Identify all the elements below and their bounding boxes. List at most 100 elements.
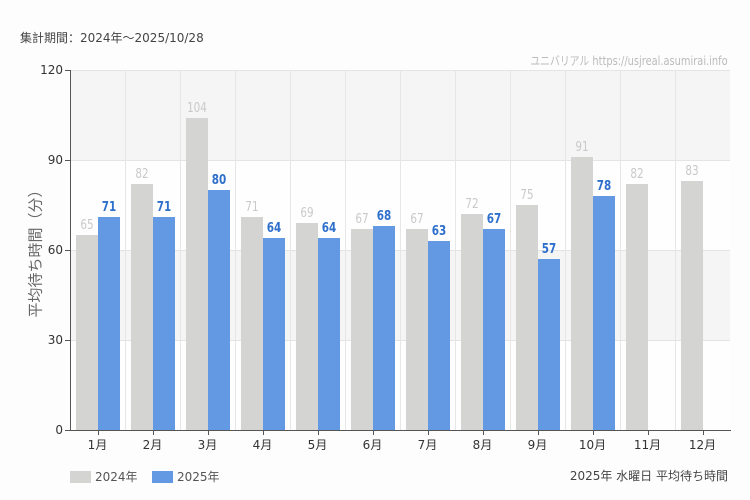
bar-2024-9[interactable] [515,205,538,430]
value-label-2025-4: 64 [266,221,281,236]
period-label: 集計期間：2024年～2025/10/28 [20,31,204,45]
bar-2025-9[interactable] [537,259,560,430]
x-tick-mark [427,430,429,435]
x-tick-label: 10月 [578,438,607,452]
y-tick-label: 60 [47,243,63,257]
value-label-2024-7: 67 [409,212,424,227]
v-gridline [180,70,181,430]
bar-2025-10[interactable] [592,196,615,430]
v-gridline [345,70,346,430]
v-gridline [235,70,236,430]
v-gridline [125,70,126,430]
value-label-2024-4: 71 [244,200,259,215]
bar-2025-3[interactable] [207,190,230,430]
v-gridline [620,70,621,430]
value-label-2024-12: 83 [684,164,699,179]
value-label-2025-7: 63 [431,224,446,239]
bar-2025-2[interactable] [152,217,175,430]
x-tick-mark [152,430,154,435]
bar-2024-4[interactable] [240,217,263,430]
legend-label-2024: 2024年 [95,470,138,484]
bar-2024-5[interactable] [295,223,318,430]
legend-2025[interactable]: 2025年 [152,468,220,485]
x-axis-line [70,430,731,431]
y-tick-label: 0 [55,423,63,437]
y-axis-line [70,70,71,431]
v-gridline [675,70,676,430]
y-tick-label: 120 [40,63,63,77]
bar-2024-12[interactable] [680,181,703,430]
x-tick-mark [537,430,539,435]
value-label-2025-9: 57 [541,242,556,257]
y-tick-mark [65,250,70,251]
x-tick-mark [482,430,484,435]
v-gridline [510,70,511,430]
value-label-2025-6: 68 [376,209,391,224]
chart-caption: 2025年 水曜日 平均待ち時間 [569,469,728,483]
bar-2025-7[interactable] [427,241,450,430]
value-label-2025-3: 80 [211,173,226,188]
value-label-2024-9: 75 [519,188,534,203]
x-tick-label: 11月 [633,438,662,452]
plot-area [70,70,730,430]
bar-2024-8[interactable] [460,214,483,430]
value-label-2025-8: 67 [486,212,501,227]
bar-2024-3[interactable] [185,118,208,430]
y-tick-label: 30 [47,333,63,347]
value-label-2025-5: 64 [321,221,336,236]
value-label-2024-5: 69 [299,206,314,221]
legend-swatch-2025 [152,470,173,483]
legend-swatch-2024 [70,470,91,483]
legend-2024[interactable]: 2024年 [70,468,138,485]
x-tick-label: 1月 [87,438,108,452]
x-tick-label: 3月 [197,438,218,452]
value-label-2024-11: 82 [629,167,644,182]
value-label-2024-1: 65 [79,218,94,233]
bar-2025-4[interactable] [262,238,285,430]
value-label-2024-6: 67 [354,212,369,227]
x-tick-label: 2月 [142,438,163,452]
x-tick-mark [97,430,99,435]
bar-2025-5[interactable] [317,238,340,430]
x-tick-mark [372,430,374,435]
credit-watermark: ユニバリアル https://usjreal.asumirai.info [530,54,728,68]
bar-2024-1[interactable] [75,235,98,430]
y-axis-title: 平均待ち時間（分） [26,182,45,318]
x-tick-mark [207,430,209,435]
x-tick-mark [262,430,264,435]
bar-2025-1[interactable] [97,217,120,430]
value-label-2025-2: 71 [156,200,171,215]
x-tick-mark [592,430,594,435]
v-gridline [290,70,291,430]
x-tick-label: 8月 [472,438,493,452]
value-label-2025-10: 78 [596,179,611,194]
bar-2025-6[interactable] [372,226,395,430]
v-gridline [565,70,566,430]
x-tick-label: 6月 [362,438,383,452]
bar-2024-10[interactable] [570,157,593,430]
y-tick-mark [65,70,70,71]
v-gridline [455,70,456,430]
value-label-2024-3: 104 [186,101,207,116]
x-tick-mark [647,430,649,435]
value-label-2024-2: 82 [134,167,149,182]
x-tick-label: 5月 [307,438,328,452]
bar-2024-7[interactable] [405,229,428,430]
x-tick-label: 7月 [417,438,438,452]
bar-2025-8[interactable] [482,229,505,430]
bar-2024-2[interactable] [130,184,153,430]
y-tick-mark [65,340,70,341]
value-label-2024-10: 91 [574,140,589,155]
bar-2024-6[interactable] [350,229,373,430]
legend-label-2025: 2025年 [177,470,220,484]
x-tick-label: 12月 [688,438,717,452]
x-tick-label: 9月 [527,438,548,452]
value-label-2025-1: 71 [101,200,116,215]
x-tick-mark [317,430,319,435]
bar-2024-11[interactable] [625,184,648,430]
y-tick-label: 90 [47,153,63,167]
v-gridline [400,70,401,430]
y-tick-mark [65,430,70,431]
x-tick-label: 4月 [252,438,273,452]
x-tick-mark [702,430,704,435]
